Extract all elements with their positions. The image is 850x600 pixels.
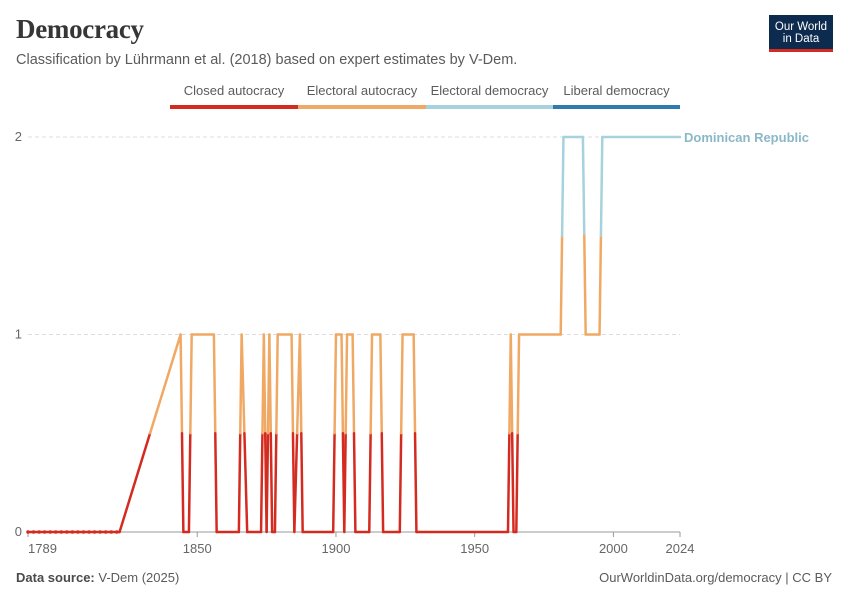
series-segment	[343, 432, 347, 534]
data-point	[103, 530, 108, 534]
data-point	[37, 530, 41, 534]
data-source: Data source: V-Dem (2025)	[16, 570, 179, 585]
data-point	[31, 530, 36, 534]
series-segment	[265, 432, 270, 534]
series-segment	[290, 333, 295, 435]
series-segment	[515, 432, 519, 534]
series-segment	[187, 432, 192, 534]
data-point	[76, 530, 80, 534]
series-segment	[268, 333, 273, 435]
x-tick-label: 1850	[183, 541, 212, 556]
data-point	[109, 530, 114, 534]
y-tick-label: 1	[15, 327, 22, 342]
legend: Closed autocracy Electoral autocracy Ele…	[170, 83, 680, 109]
series-segment	[510, 432, 515, 534]
owid-logo[interactable]: Our World in Data	[769, 15, 833, 52]
series-segment	[380, 432, 385, 534]
series-segment	[599, 135, 604, 237]
series-segment	[398, 432, 403, 534]
data-point	[98, 530, 102, 534]
series-segment	[333, 333, 338, 435]
series-segment	[516, 333, 521, 435]
data-source-value[interactable]: V-Dem (2025)	[98, 570, 180, 585]
series-segment	[259, 432, 264, 534]
series-segment	[273, 432, 278, 534]
data-point	[87, 530, 91, 534]
series-segment	[399, 333, 404, 435]
series-segment	[598, 234, 603, 336]
x-tick-label: 1900	[322, 541, 351, 556]
y-tick-label: 2	[15, 129, 22, 144]
data-point	[92, 530, 97, 534]
series-segment	[559, 234, 564, 336]
series-segment	[180, 432, 185, 534]
chart-subtitle: Classification by Lührmann et al. (2018)…	[16, 52, 518, 68]
data-source-label: Data source:	[16, 570, 95, 585]
data-point	[48, 530, 52, 534]
data-point	[114, 530, 119, 534]
series-segment	[269, 432, 274, 534]
data-point	[65, 530, 69, 534]
series-segment	[560, 135, 565, 237]
series-segment	[344, 333, 349, 435]
series-segment	[412, 333, 417, 435]
series-segment	[214, 432, 218, 534]
series-segment	[581, 135, 586, 237]
series-segment	[351, 333, 356, 435]
footer-url[interactable]: OurWorldinData.org/democracy | CC BY	[599, 570, 832, 585]
data-point	[81, 530, 86, 534]
series-segment	[148, 333, 182, 435]
series-segment	[118, 432, 152, 534]
logo-line-1: Our World	[774, 21, 828, 33]
legend-item-electoral-democracy[interactable]: Electoral democracy	[426, 83, 553, 109]
series-segment	[369, 333, 374, 435]
x-tick-label: 1950	[460, 541, 489, 556]
series-segment	[509, 333, 514, 435]
legend-item-closed-autocracy[interactable]: Closed autocracy	[170, 83, 298, 109]
series-segment	[379, 333, 383, 435]
entity-label: Dominican Republic	[684, 130, 809, 145]
series-segment	[179, 333, 184, 435]
series-segment	[413, 432, 418, 534]
series-segment	[352, 432, 357, 534]
logo-line-2: in Data	[782, 33, 820, 45]
series-segment	[212, 333, 217, 435]
series-segment	[340, 333, 345, 435]
series-segment	[240, 333, 246, 435]
data-point	[53, 530, 58, 534]
series-segment	[331, 432, 336, 534]
series-segment	[275, 333, 279, 435]
x-tick-label: 2024	[666, 541, 695, 556]
chart-title: Democracy	[16, 14, 144, 44]
data-point	[26, 530, 30, 534]
series-segment	[237, 432, 242, 534]
series-segment	[368, 432, 372, 534]
series-segment	[293, 432, 299, 534]
series-segment	[262, 333, 267, 435]
data-point	[70, 530, 75, 534]
y-tick-label: 0	[15, 524, 22, 539]
series-segment	[583, 234, 587, 336]
series-segment	[298, 333, 303, 435]
legend-item-electoral-autocracy[interactable]: Electoral autocracy	[298, 83, 426, 109]
series-segment	[189, 333, 193, 435]
series-segment	[243, 432, 249, 534]
x-tick-label: 1789	[28, 541, 57, 556]
series-segment	[506, 432, 511, 534]
data-point	[42, 530, 47, 534]
data-point	[59, 530, 64, 534]
legend-item-liberal-democracy[interactable]: Liberal democracy	[553, 83, 680, 109]
x-tick-label: 2000	[599, 541, 628, 556]
series-segment	[300, 432, 304, 534]
